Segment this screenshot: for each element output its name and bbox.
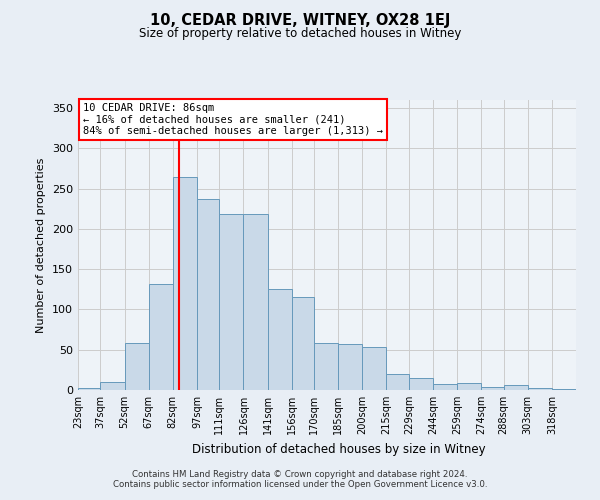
Bar xyxy=(433,384,457,390)
Bar xyxy=(504,385,528,390)
Bar xyxy=(100,382,125,390)
Bar xyxy=(528,388,552,390)
Bar xyxy=(244,214,268,390)
Bar xyxy=(125,344,149,390)
Bar xyxy=(220,214,244,390)
Bar xyxy=(197,199,220,390)
Bar xyxy=(149,284,173,390)
Bar xyxy=(338,344,362,390)
Text: 10, CEDAR DRIVE, WITNEY, OX28 1EJ: 10, CEDAR DRIVE, WITNEY, OX28 1EJ xyxy=(150,12,450,28)
Bar xyxy=(173,176,197,390)
Bar xyxy=(386,374,409,390)
Bar xyxy=(409,378,433,390)
Bar xyxy=(314,344,338,390)
Bar xyxy=(457,383,481,390)
Bar xyxy=(78,388,100,390)
Bar xyxy=(481,387,504,390)
Text: 10 CEDAR DRIVE: 86sqm
← 16% of detached houses are smaller (241)
84% of semi-det: 10 CEDAR DRIVE: 86sqm ← 16% of detached … xyxy=(83,103,383,136)
Bar xyxy=(292,298,314,390)
Bar xyxy=(362,348,386,390)
Bar xyxy=(552,389,576,390)
Text: Distribution of detached houses by size in Witney: Distribution of detached houses by size … xyxy=(192,442,486,456)
Text: Size of property relative to detached houses in Witney: Size of property relative to detached ho… xyxy=(139,28,461,40)
Text: Contains HM Land Registry data © Crown copyright and database right 2024.
Contai: Contains HM Land Registry data © Crown c… xyxy=(113,470,487,490)
Y-axis label: Number of detached properties: Number of detached properties xyxy=(37,158,46,332)
Bar xyxy=(268,290,292,390)
